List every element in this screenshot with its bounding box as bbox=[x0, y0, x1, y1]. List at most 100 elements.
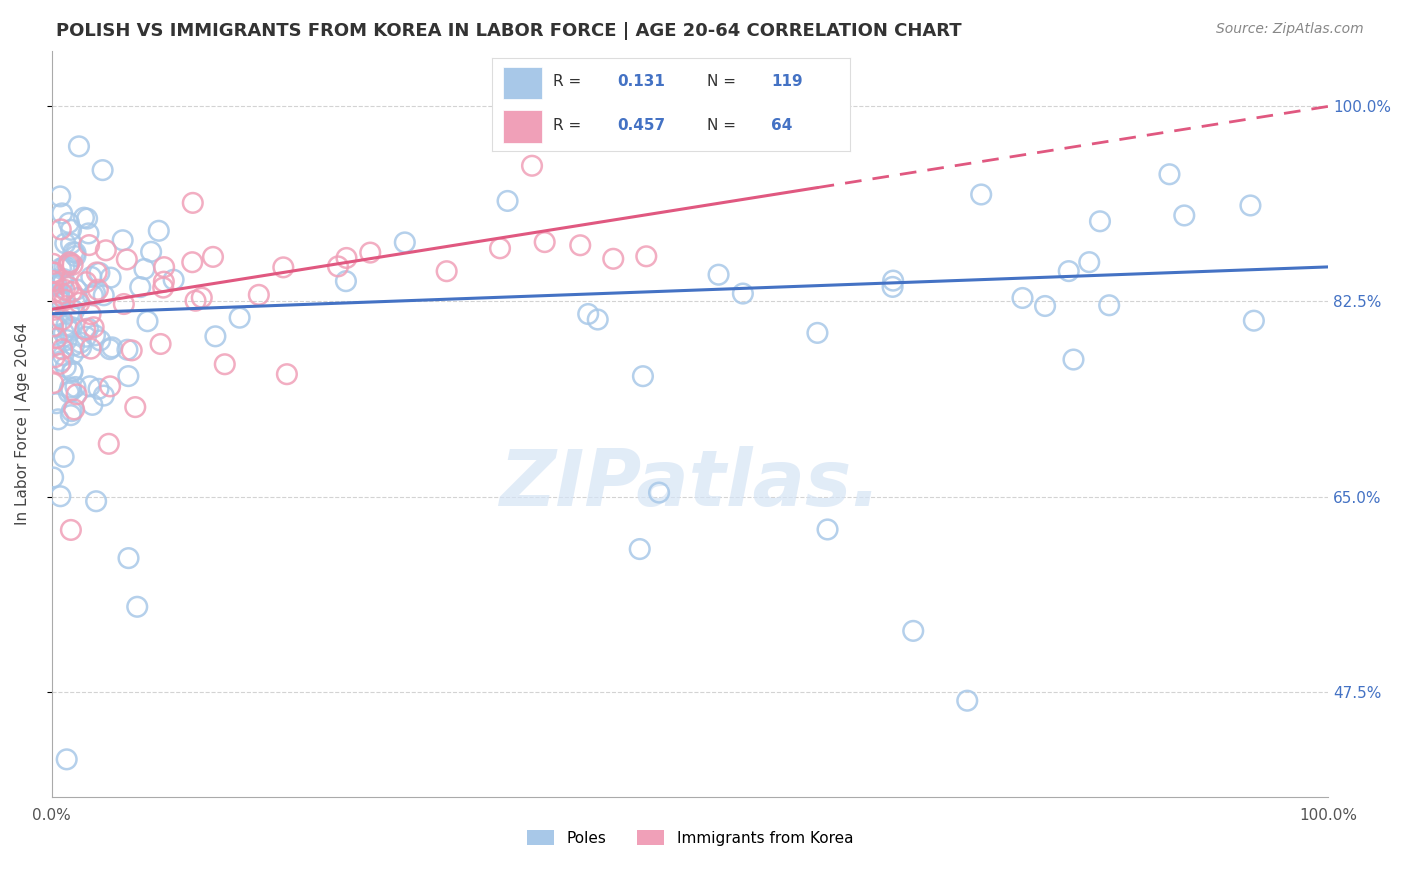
Point bbox=[136, 314, 159, 328]
Point bbox=[153, 275, 176, 289]
Point bbox=[148, 224, 170, 238]
Point bbox=[731, 286, 754, 301]
Point bbox=[58, 256, 80, 270]
Point bbox=[903, 624, 925, 638]
Point bbox=[533, 235, 555, 249]
Point bbox=[496, 194, 519, 208]
Point bbox=[62, 258, 84, 272]
Point bbox=[46, 291, 69, 305]
Point bbox=[42, 285, 65, 300]
Point bbox=[91, 163, 114, 178]
Point bbox=[67, 139, 90, 153]
Point bbox=[1011, 291, 1033, 305]
Point bbox=[214, 357, 236, 371]
Point bbox=[326, 260, 349, 274]
Point bbox=[65, 387, 87, 401]
Point bbox=[52, 272, 75, 286]
Point bbox=[59, 381, 82, 395]
Point bbox=[97, 437, 120, 451]
Point bbox=[436, 264, 458, 278]
Point bbox=[48, 293, 70, 307]
Point bbox=[489, 241, 512, 255]
Point bbox=[58, 323, 80, 337]
Point bbox=[67, 295, 90, 310]
Point bbox=[247, 288, 270, 302]
Point bbox=[117, 369, 139, 384]
Point bbox=[817, 523, 839, 537]
Point bbox=[77, 227, 100, 241]
Point bbox=[59, 255, 82, 269]
Point bbox=[87, 283, 110, 297]
Point bbox=[58, 280, 80, 294]
Point bbox=[44, 328, 66, 343]
Point bbox=[60, 223, 83, 237]
Point bbox=[60, 384, 83, 398]
Point bbox=[45, 331, 67, 345]
Point bbox=[42, 274, 65, 288]
Point bbox=[83, 320, 105, 334]
Point bbox=[45, 319, 67, 334]
Point bbox=[44, 298, 66, 312]
Point bbox=[82, 398, 104, 412]
Point bbox=[134, 262, 156, 277]
Text: ZIPatlas.: ZIPatlas. bbox=[499, 446, 882, 522]
Point bbox=[129, 280, 152, 294]
Point bbox=[94, 244, 117, 258]
Point bbox=[51, 286, 73, 301]
Point bbox=[882, 274, 904, 288]
Point bbox=[82, 288, 104, 302]
Point bbox=[44, 351, 66, 365]
Point bbox=[77, 238, 100, 252]
Point bbox=[62, 347, 84, 361]
Point bbox=[42, 302, 65, 317]
Point bbox=[53, 283, 76, 297]
Point bbox=[87, 382, 110, 396]
Point bbox=[707, 268, 730, 282]
Point bbox=[58, 385, 80, 400]
Point bbox=[628, 542, 651, 557]
Point bbox=[63, 402, 86, 417]
Point bbox=[55, 333, 77, 347]
Point bbox=[65, 380, 87, 394]
Point bbox=[394, 235, 416, 250]
Point bbox=[956, 694, 979, 708]
Point bbox=[98, 342, 121, 356]
Point bbox=[93, 388, 115, 402]
Point bbox=[76, 211, 98, 226]
Point bbox=[162, 273, 184, 287]
Point bbox=[60, 364, 83, 378]
Text: Source: ZipAtlas.com: Source: ZipAtlas.com bbox=[1216, 22, 1364, 37]
Point bbox=[89, 266, 111, 280]
Point bbox=[44, 338, 66, 352]
Point bbox=[45, 396, 67, 410]
Point bbox=[1063, 352, 1085, 367]
Point bbox=[276, 367, 298, 381]
Point bbox=[1098, 298, 1121, 312]
Point bbox=[79, 307, 101, 321]
Point bbox=[59, 408, 82, 422]
Point bbox=[153, 260, 176, 274]
Point bbox=[65, 283, 87, 297]
Point bbox=[100, 270, 122, 285]
Point bbox=[359, 245, 381, 260]
Point bbox=[228, 310, 250, 325]
Point bbox=[62, 245, 84, 260]
Point bbox=[75, 330, 97, 344]
Point bbox=[115, 252, 138, 267]
Point bbox=[42, 376, 65, 390]
Point bbox=[970, 187, 993, 202]
Point bbox=[1088, 214, 1111, 228]
Point bbox=[273, 260, 295, 275]
Point bbox=[53, 236, 76, 251]
Point bbox=[65, 245, 87, 260]
Point bbox=[51, 342, 73, 356]
Point bbox=[49, 189, 72, 203]
Y-axis label: In Labor Force | Age 20-64: In Labor Force | Age 20-64 bbox=[15, 323, 31, 525]
Point bbox=[86, 265, 108, 279]
Point bbox=[89, 334, 111, 348]
Point bbox=[62, 365, 84, 379]
Point bbox=[60, 320, 83, 334]
Point bbox=[48, 288, 70, 302]
Point bbox=[191, 291, 214, 305]
Point bbox=[1243, 314, 1265, 328]
